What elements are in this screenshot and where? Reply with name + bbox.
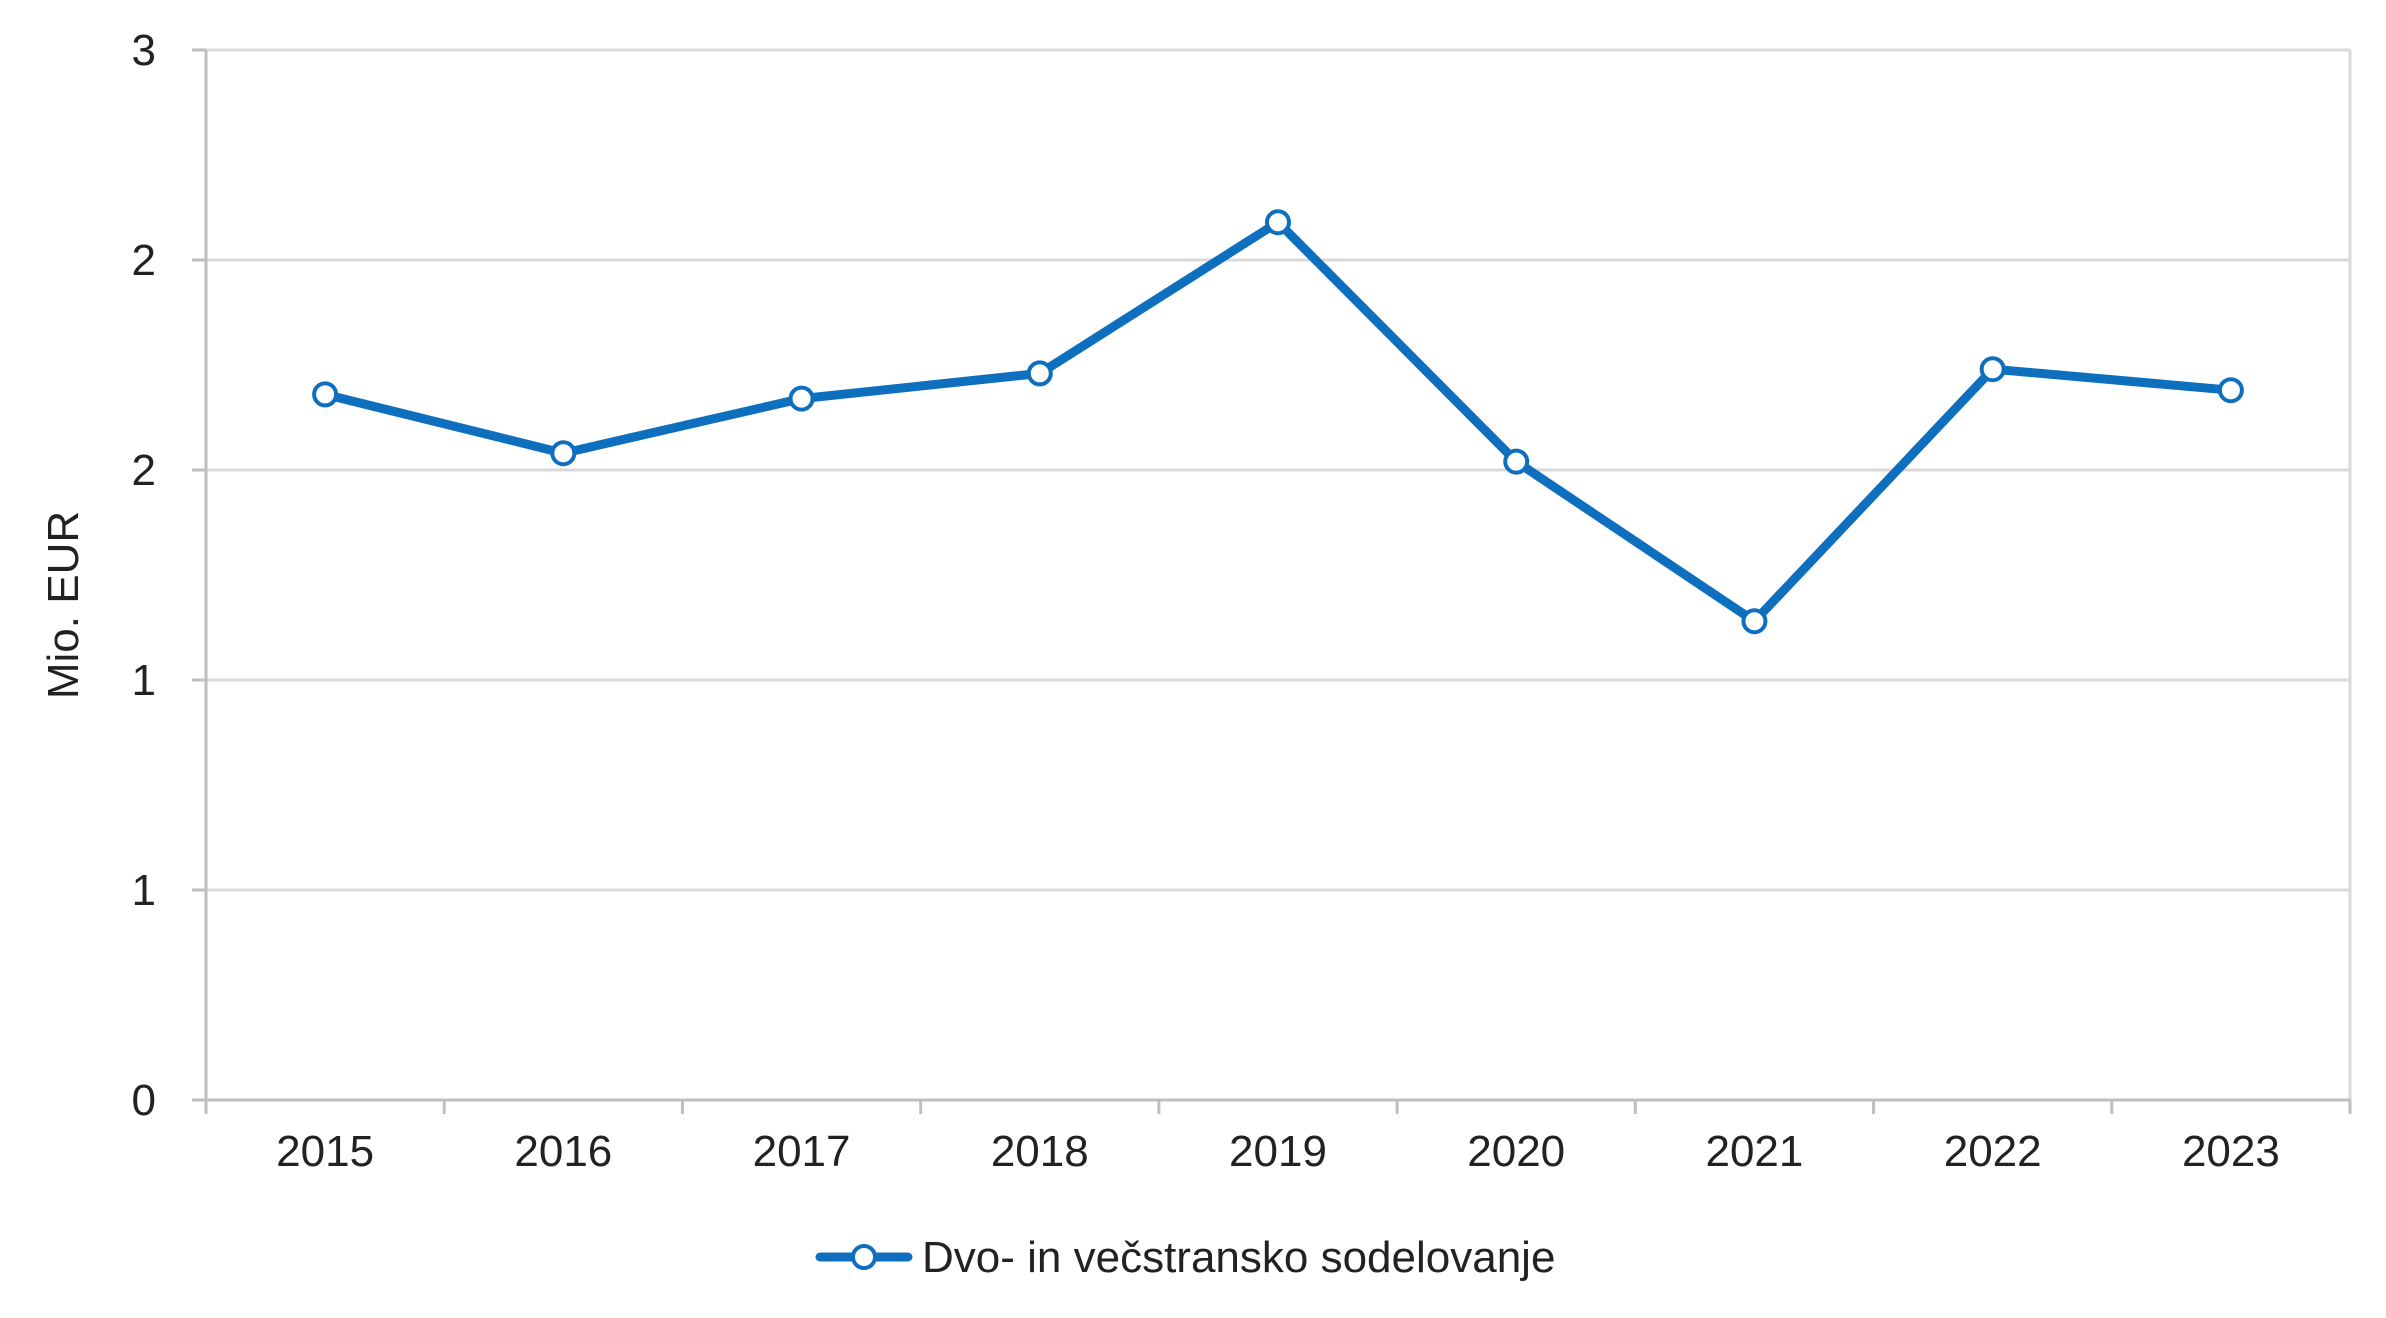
data-point [1026, 360, 1053, 387]
data-point [1741, 608, 1768, 635]
data-point [1503, 448, 1530, 475]
data-point [2217, 377, 2244, 404]
x-tick-labels: 2015 2016 2017 2018 2019 2020 2021 2022 2023 [276, 1127, 2280, 1176]
data-point [550, 440, 577, 467]
gridlines [206, 48, 2350, 892]
x-tick-label: 2020 [1467, 1127, 1565, 1176]
x-tick-label: 2015 [276, 1127, 374, 1176]
series-layer [312, 209, 2244, 635]
y-tick-label: 1 [132, 656, 156, 705]
series-line [320, 217, 2236, 626]
x-tick-label: 2019 [1229, 1127, 1327, 1176]
y-axis-title: Mio. EUR [39, 511, 88, 699]
y-tick-label: 2 [132, 446, 156, 495]
x-tick-label: 2022 [1944, 1127, 2042, 1176]
y-tick-label: 0 [132, 1076, 156, 1125]
y-tick-label: 3 [132, 26, 156, 75]
data-point [1979, 356, 2006, 383]
x-tick-label: 2023 [2182, 1127, 2280, 1176]
x-tick-label: 2018 [991, 1127, 1089, 1176]
axes [192, 48, 2352, 1114]
data-point [788, 385, 815, 412]
legend-marker-swatch [851, 1244, 877, 1270]
y-tick-labels: 0 1 1 2 2 3 [132, 26, 156, 1125]
y-tick-label: 2 [132, 236, 156, 285]
x-tick-label: 2021 [1705, 1127, 1803, 1176]
y-tick-label: 1 [132, 866, 156, 915]
x-tick-label: 2017 [753, 1127, 851, 1176]
legend: Dvo- in večstransko sodelovanje [815, 1233, 1555, 1282]
x-tick-label: 2016 [514, 1127, 612, 1176]
data-point [312, 381, 339, 408]
legend-label: Dvo- in večstransko sodelovanje [922, 1233, 1555, 1282]
data-point [1265, 209, 1291, 236]
